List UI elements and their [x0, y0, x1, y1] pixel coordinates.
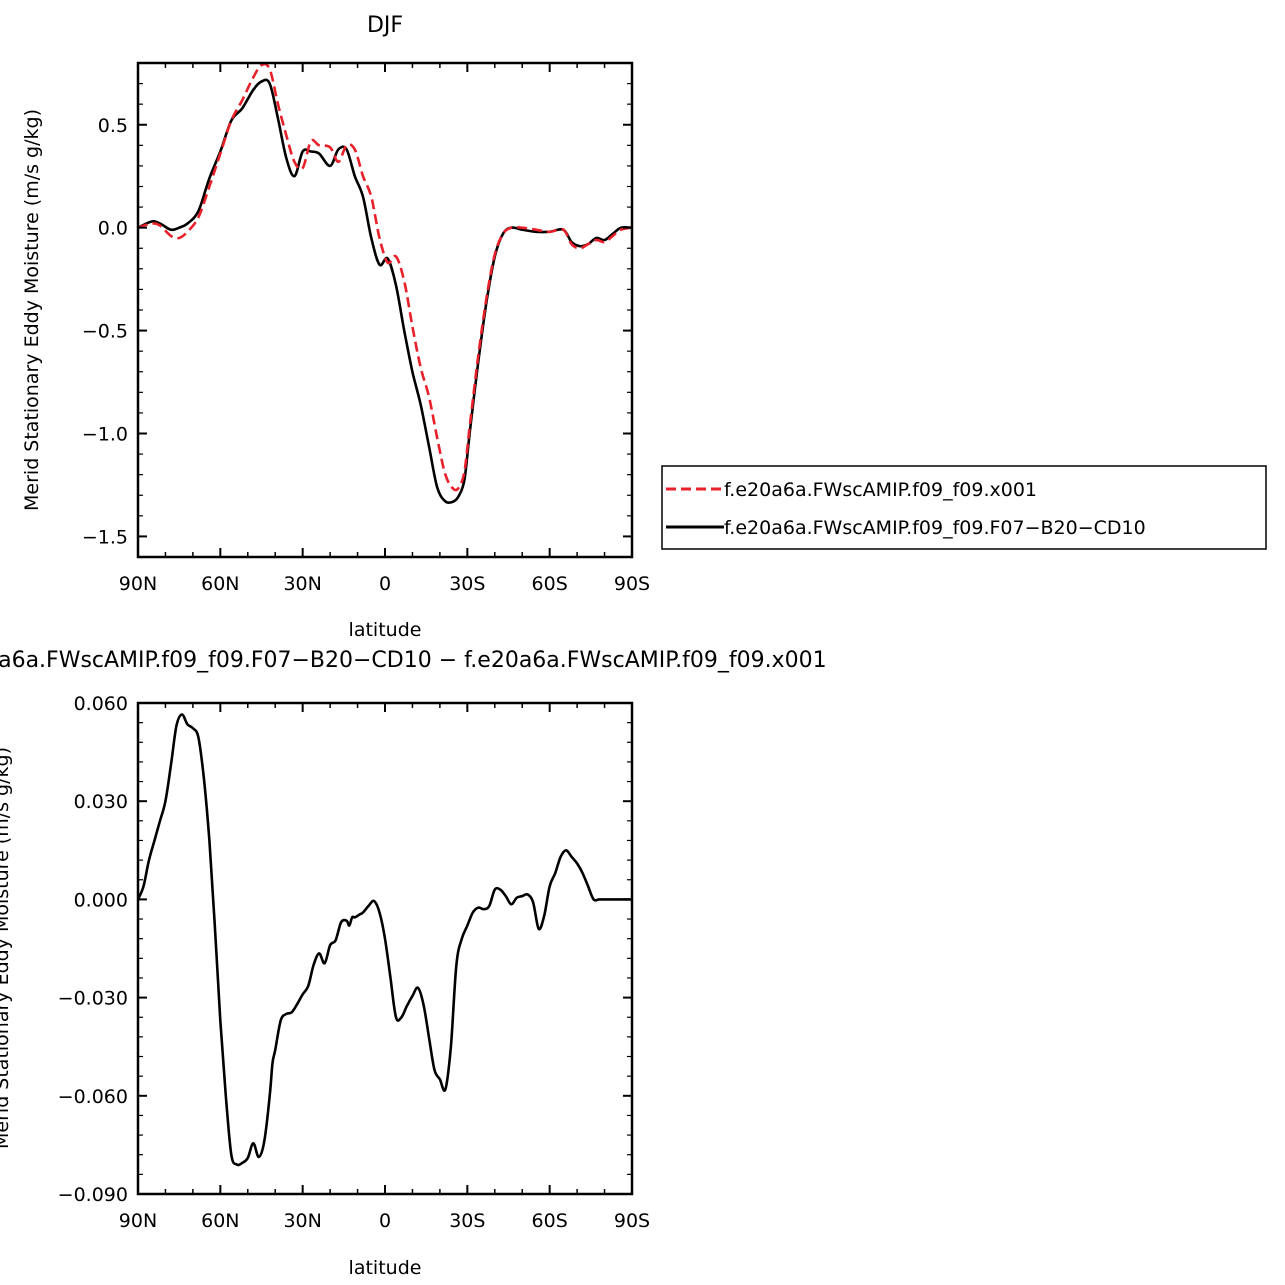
y-tick-label: −0.5 [82, 321, 128, 343]
legend-label-1: f.e20a6a.FWscAMIP.f09_f09.x001 [724, 479, 1037, 501]
panel-1-frame [136, 61, 634, 559]
x-tick-label: 90N [119, 1210, 157, 1232]
panel-1-ticks: 90N 60N 30N 0 30S 60S 90S 0.5 0.0 −0.5 −1.0 −1.5 [82, 62, 650, 595]
y-tick-label: 0.030 [74, 791, 128, 813]
y-tick-label: −1.5 [82, 526, 128, 548]
legend-label-2: f.e20a6a.FWscAMIP.f09_f09.F07−B20−CD10 [724, 517, 1146, 539]
legend: f.e20a6a.FWscAMIP.f09_f09.x001 f.e20a6a.… [661, 465, 1267, 550]
panel-1-xlabel: latitude [349, 619, 422, 641]
panel-2: f.e20a6a.FWscAMIP.f09_f09.F07−B20−CD10 −… [0, 648, 827, 1279]
panel-1-title: DJF [367, 13, 403, 38]
legend-box [661, 465, 1267, 550]
panel-2-series-line-1 [136, 713, 632, 1167]
x-tick-label: 90S [614, 573, 650, 595]
panel-2-xlabel: latitude [349, 1257, 422, 1279]
y-tick-label: −1.0 [82, 424, 128, 446]
panel-2-ylabel: Merid Stationary Eddy Moisture (m/s g/kg… [0, 747, 13, 1149]
panel-2-frame [136, 701, 634, 1196]
x-tick-label: 30S [449, 1210, 485, 1232]
x-tick-label: 60N [201, 1210, 239, 1232]
x-tick-label: 90N [119, 573, 157, 595]
panel-1-series-line-1 [137, 62, 633, 492]
x-tick-label: 60S [532, 573, 568, 595]
x-tick-label: 60N [201, 573, 239, 595]
panel-2-curves [136, 713, 632, 1167]
x-tick-label: 30S [449, 573, 485, 595]
y-tick-label: 0.000 [74, 889, 128, 911]
panel-2-title: f.e20a6a.FWscAMIP.f09_f09.F07−B20−CD10 −… [0, 648, 827, 673]
y-tick-label: −0.090 [58, 1184, 128, 1206]
x-tick-label: 0 [379, 573, 391, 595]
y-tick-label: −0.060 [58, 1086, 128, 1108]
y-tick-label: −0.030 [58, 988, 128, 1010]
panel-1-series-line-2 [137, 78, 633, 505]
panel-1-curves [137, 62, 633, 505]
x-tick-label: 60S [532, 1210, 568, 1232]
x-tick-label: 0 [379, 1210, 391, 1232]
x-tick-label: 30N [283, 573, 321, 595]
panel-1: DJF 90N 60N 30N 0 30S 60S 90S 0.5 0.0 −0.5 −1.0 −1.… [21, 13, 650, 641]
y-tick-label: 0.060 [74, 693, 128, 715]
x-tick-label: 90S [614, 1210, 650, 1232]
panel-2-ticks: 90N 60N 30N 0 30S 60S 90S 0.060 0.030 0.000 −0.030… [58, 693, 650, 1232]
panel-1-ylabel: Merid Stationary Eddy Moisture (m/s g/kg… [21, 109, 43, 511]
x-tick-label: 30N [283, 1210, 321, 1232]
y-tick-label: 0.0 [98, 218, 128, 240]
y-tick-label: 0.5 [98, 115, 128, 137]
